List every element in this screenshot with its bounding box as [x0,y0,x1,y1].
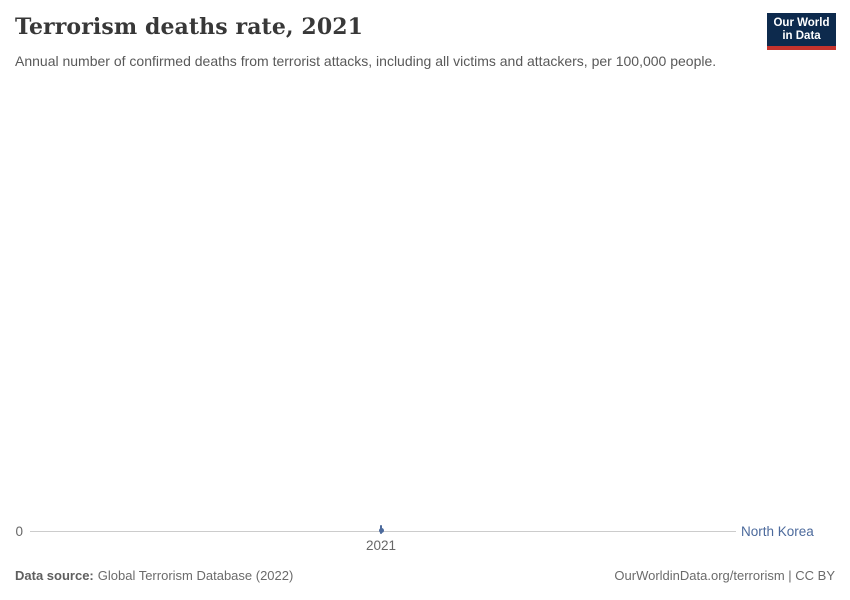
series-label-north-korea[interactable]: North Korea [741,524,814,539]
data-point-marker [379,528,384,533]
owid-logo-line1: Our World [773,17,830,29]
owid-logo-line2: in Data [782,30,821,42]
data-source-label: Data source: [15,568,94,583]
chart-footer: Data source: Global Terrorism Database (2… [15,568,835,584]
data-source-value: Global Terrorism Database (2022) [97,568,294,583]
attribution-link[interactable]: OurWorldinData.org/terrorism | CC BY [614,568,835,583]
data-source: Data source: Global Terrorism Database (2… [15,568,293,584]
owid-logo[interactable]: Our World in Data [767,13,836,50]
chart-subtitle: Annual number of confirmed deaths from t… [15,53,717,69]
y-axis-tick-zero: 0 [15,524,23,539]
x-axis-tick-2021: 2021 [365,538,397,553]
chart-title: Terrorism deaths rate, 2021 [15,14,364,40]
